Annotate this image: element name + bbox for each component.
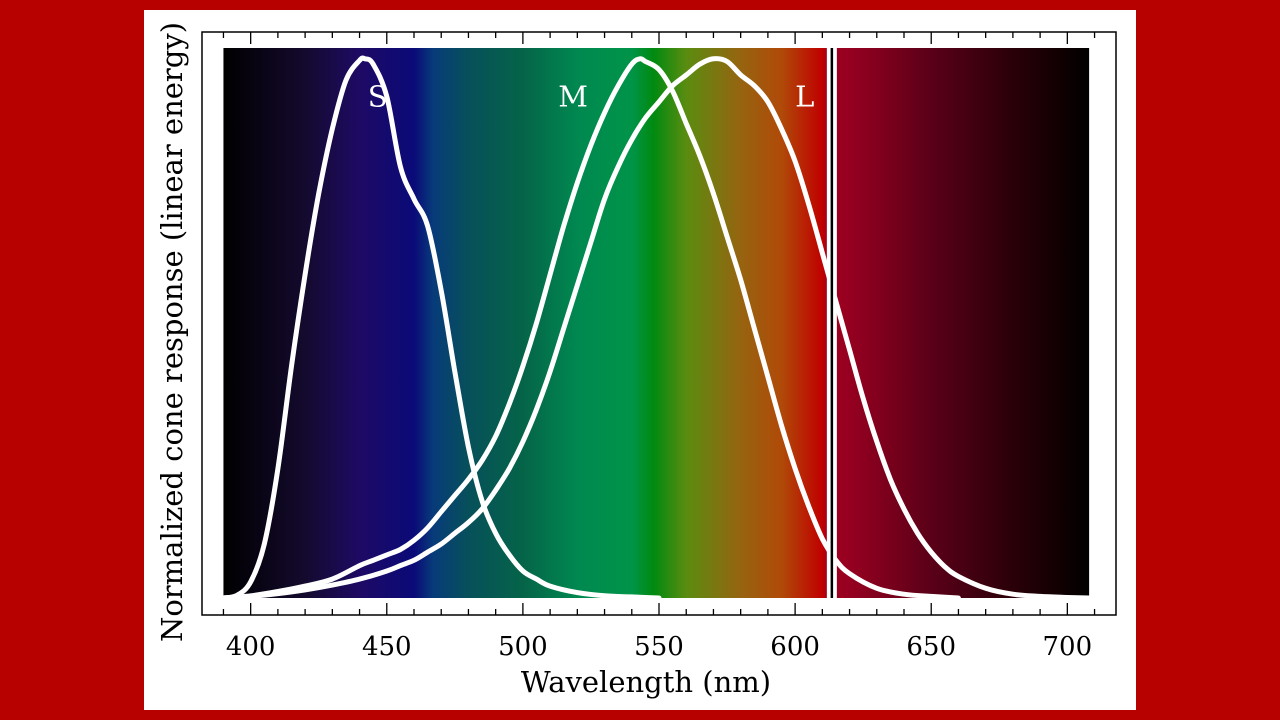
x-tick-label-400: 400 [226, 632, 276, 662]
x-tick-label-600: 600 [770, 632, 820, 662]
chart-panel: 400 450 500 550 600 650 700 S M L Wavelength (nm… [144, 10, 1136, 710]
curve-label-s: S [368, 80, 388, 114]
spectrum-background [223, 48, 1090, 598]
curve-m [220, 56, 961, 601]
vertical-marker [826, 48, 837, 598]
x-tick-label-500: 500 [498, 632, 548, 662]
curve-label-l: L [795, 80, 814, 114]
y-axis-title: Normalized cone response (linear energy) [155, 22, 189, 642]
curve-label-m: M [558, 80, 588, 114]
x-tick-label-700: 700 [1043, 632, 1093, 662]
cone-response-chart: 400 450 500 550 600 650 700 S M L Wavelength (nm… [155, 22, 1117, 699]
curve-s [220, 55, 662, 601]
tick-marks [222, 32, 1096, 615]
x-tick-label-550: 550 [634, 632, 684, 662]
x-axis-title: Wavelength (nm) [521, 665, 771, 699]
curve-l [220, 56, 1092, 601]
curves-group [220, 55, 1092, 601]
x-tick-label-650: 650 [906, 632, 956, 662]
x-tick-label-450: 450 [362, 632, 412, 662]
x-tick-labels: 400 450 500 550 600 650 700 [226, 632, 1092, 662]
